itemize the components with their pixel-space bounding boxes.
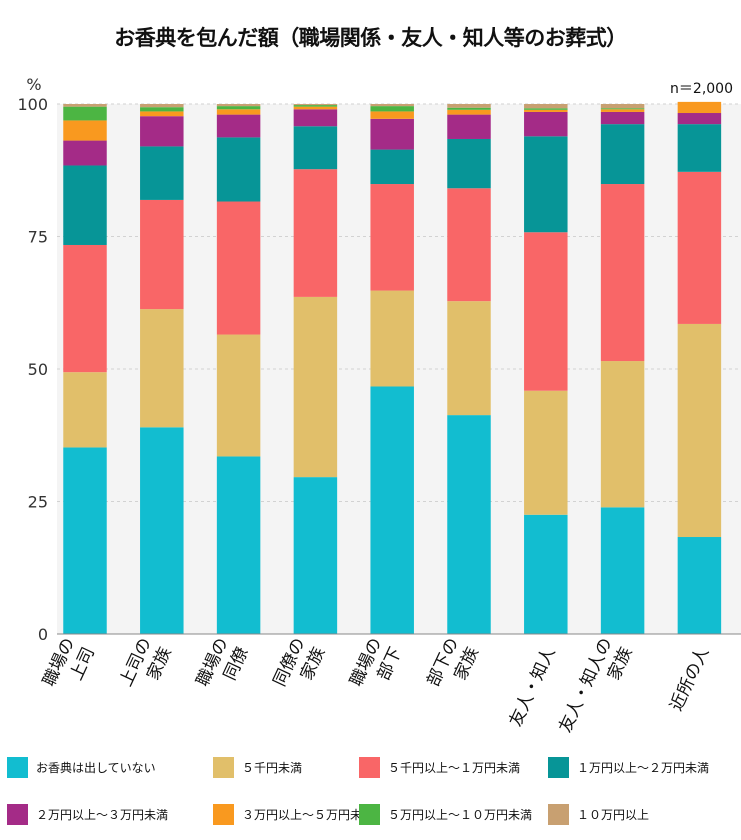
- bar-segment: [293, 169, 338, 297]
- chart-title: お香典を包んだ額（職場関係・友人・知人等のお葬式）: [114, 26, 627, 50]
- bar-segment: [524, 104, 568, 109]
- bar-segment: [600, 111, 645, 125]
- bar-segment: [216, 201, 261, 335]
- bar-segment: [216, 334, 261, 457]
- bar-segment: [370, 386, 414, 634]
- x-category-label-line: 近所の人: [667, 644, 714, 714]
- background-strip: [260, 104, 294, 634]
- x-category-label-line: 友人・知人の: [555, 635, 616, 736]
- y-tick-label: 50: [28, 360, 48, 379]
- bar-segment: [370, 106, 414, 112]
- bar-segment: [370, 184, 414, 291]
- bars: [63, 101, 722, 634]
- bar-segment: [447, 301, 491, 416]
- bar-segment: [370, 149, 414, 185]
- y-tick-label: 100: [17, 95, 48, 114]
- bar-segment: [293, 104, 338, 106]
- bar-segment: [600, 184, 645, 362]
- bar-segment: [63, 244, 107, 373]
- bar-segment: [447, 114, 491, 139]
- bar-segment: [600, 104, 645, 109]
- bar-segment: [216, 104, 261, 107]
- bar-segment: [140, 427, 184, 634]
- background-strip: [183, 104, 217, 634]
- bar-segment: [63, 120, 107, 141]
- bar-segment: [63, 106, 107, 121]
- bar-segment: [370, 104, 414, 107]
- bar-segment: [600, 108, 645, 110]
- bar-segment: [600, 507, 645, 634]
- bar-segment: [677, 537, 722, 634]
- bar-segment: [677, 171, 722, 324]
- bar-segment: [140, 111, 184, 117]
- bar-segment: [216, 114, 261, 138]
- bar-segment: [140, 309, 184, 428]
- bar-segment: [524, 111, 568, 137]
- bar-segment: [524, 109, 568, 112]
- bar-segment: [370, 290, 414, 387]
- bar-segment: [447, 138, 491, 189]
- y-unit-label: %: [26, 75, 41, 94]
- bar-segment: [293, 477, 338, 634]
- x-category-label-line: 友人・知人: [506, 644, 560, 729]
- bar-segment: [677, 101, 722, 114]
- sample-size-note: n＝2,000: [670, 81, 733, 97]
- x-category-label: 友人・知人: [506, 644, 560, 729]
- bar-segment: [370, 111, 414, 119]
- y-tick-label: 25: [28, 493, 48, 512]
- bar-segment: [63, 447, 107, 634]
- bar-segment: [216, 137, 261, 202]
- background-strip: [567, 104, 601, 634]
- bar-segment: [140, 107, 184, 112]
- bar-segment: [600, 361, 645, 508]
- bar-segment: [370, 118, 414, 150]
- bar-segment: [677, 113, 722, 125]
- bar-segment: [677, 124, 722, 172]
- bar-segment: [524, 108, 568, 110]
- bar-segment: [447, 104, 491, 108]
- bar-segment: [293, 106, 338, 110]
- bar-segment: [600, 109, 645, 112]
- bar-segment: [216, 106, 261, 110]
- bar-segment: [524, 390, 568, 515]
- x-category-label: 近所の人: [667, 644, 714, 714]
- bar-segment: [524, 136, 568, 233]
- bar-segment: [293, 105, 338, 107]
- bar-segment: [447, 188, 491, 302]
- bar-segment: [216, 109, 261, 115]
- bar-segment: [293, 126, 338, 170]
- bar-segment: [293, 109, 338, 127]
- bar-segment: [447, 109, 491, 115]
- bar-segment: [140, 116, 184, 147]
- bar-segment: [447, 415, 491, 634]
- background-strip: [644, 104, 678, 634]
- bar-segment: [524, 514, 568, 634]
- bar-segment: [216, 456, 261, 634]
- y-tick-label: 0: [38, 625, 48, 644]
- y-tick-label: 75: [28, 228, 48, 247]
- bar-segment: [63, 104, 107, 107]
- y-axis: 0 25 50 75 100: [17, 95, 48, 644]
- bar-segment: [677, 323, 722, 538]
- bar-segment: [63, 165, 107, 245]
- bar-segment: [140, 104, 184, 108]
- bar-segment: [63, 140, 107, 166]
- bar-segment: [524, 232, 568, 391]
- bar-segment: [63, 372, 107, 448]
- bar-segment: [600, 124, 645, 185]
- bar-segment: [140, 199, 184, 310]
- bar-segment: [140, 146, 184, 200]
- bar-segment: [447, 107, 491, 110]
- bar-segment: [293, 296, 338, 478]
- background-strip: [57, 104, 64, 634]
